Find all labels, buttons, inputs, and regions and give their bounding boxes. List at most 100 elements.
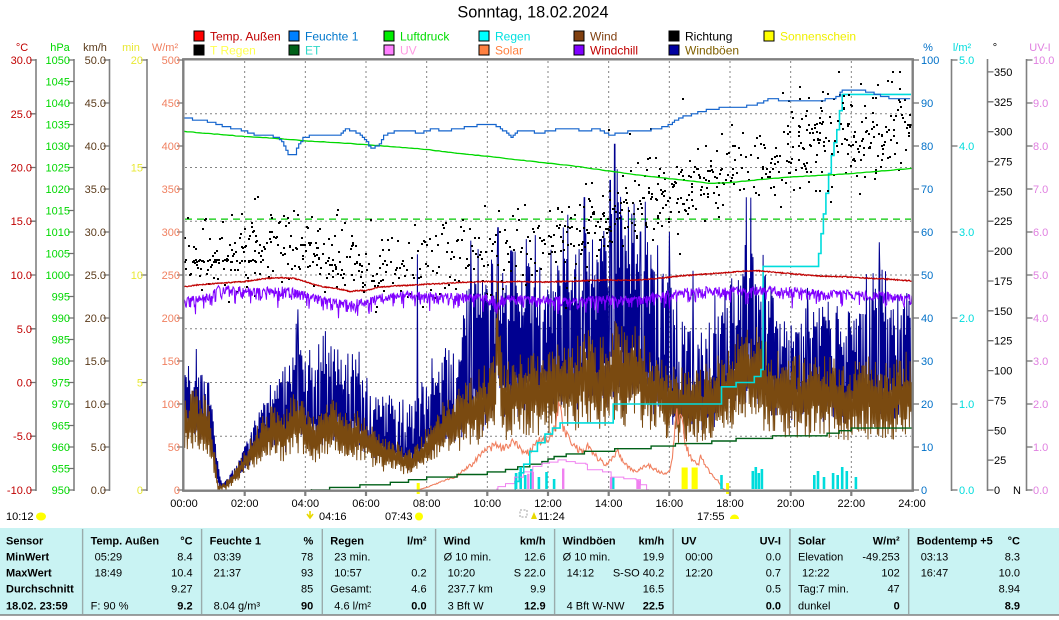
svg-text:20:00: 20:00 [777, 498, 805, 510]
svg-text:Temp. Außen: Temp. Außen [210, 30, 281, 44]
svg-text:W/m²: W/m² [873, 536, 900, 548]
svg-text:Ø 10 min.: Ø 10 min. [563, 552, 611, 564]
svg-text:100: 100 [994, 366, 1012, 378]
svg-text:MinWert: MinWert [6, 552, 50, 564]
svg-text:0.0: 0.0 [91, 485, 106, 497]
svg-text:950: 950 [52, 485, 70, 497]
svg-text:225: 225 [994, 216, 1012, 228]
svg-text:995: 995 [52, 292, 70, 304]
svg-text:990: 990 [52, 313, 70, 325]
svg-text:Sonntag, 18.02.2024: Sonntag, 18.02.2024 [457, 4, 608, 22]
svg-text:Bodentemp +5: Bodentemp +5 [917, 536, 993, 548]
svg-text:21:37: 21:37 [214, 568, 242, 580]
svg-text:2.0: 2.0 [1033, 399, 1048, 411]
svg-text:500: 500 [162, 55, 180, 67]
svg-text:15.0: 15.0 [11, 216, 32, 228]
svg-text:10.0: 10.0 [999, 568, 1020, 580]
svg-text:Richtung: Richtung [685, 30, 732, 44]
svg-text:150: 150 [162, 356, 180, 368]
svg-text:%: % [304, 536, 314, 548]
svg-text:100: 100 [162, 399, 180, 411]
svg-text:Wind: Wind [590, 30, 617, 44]
svg-text:20.0: 20.0 [85, 313, 106, 325]
svg-text:10:00: 10:00 [474, 498, 502, 510]
svg-text:l/m²: l/m² [953, 42, 972, 54]
svg-text:0.5: 0.5 [766, 584, 781, 596]
svg-text:90: 90 [301, 601, 313, 613]
svg-text:Gesamt:: Gesamt: [330, 584, 372, 596]
svg-text:18:49: 18:49 [95, 568, 123, 580]
svg-text:1.0: 1.0 [959, 399, 974, 411]
svg-text:F: 90 %: F: 90 % [91, 601, 129, 613]
svg-text:16:00: 16:00 [656, 498, 684, 510]
svg-text:km/h: km/h [520, 536, 546, 548]
svg-text:4.6: 4.6 [411, 584, 426, 596]
svg-text:350: 350 [994, 67, 1012, 79]
svg-text:16.5: 16.5 [643, 584, 664, 596]
svg-text:100: 100 [921, 55, 939, 67]
svg-text:125: 125 [994, 336, 1012, 348]
svg-text:1025: 1025 [46, 163, 70, 175]
svg-text:°C: °C [1008, 536, 1020, 548]
svg-text:W/m²: W/m² [152, 42, 179, 54]
svg-text:°C: °C [180, 536, 192, 548]
svg-text:5.0: 5.0 [1033, 270, 1048, 282]
svg-text:Windböen: Windböen [685, 44, 739, 58]
svg-text:10.0: 10.0 [85, 399, 106, 411]
svg-text:12:20: 12:20 [685, 568, 713, 580]
svg-text:04:00: 04:00 [292, 498, 320, 510]
svg-text:980: 980 [52, 356, 70, 368]
svg-text:45.0: 45.0 [85, 98, 106, 110]
svg-text:40: 40 [921, 313, 933, 325]
svg-text:km/h: km/h [639, 536, 665, 548]
svg-text:50: 50 [168, 442, 180, 454]
svg-text:UV-I: UV-I [760, 536, 781, 548]
svg-text:06:00: 06:00 [352, 498, 380, 510]
svg-text:10.4: 10.4 [171, 568, 192, 580]
svg-text:50.0: 50.0 [85, 55, 106, 67]
svg-text:50: 50 [994, 425, 1006, 437]
svg-text:04:16: 04:16 [319, 511, 347, 523]
svg-text:Windböen: Windböen [563, 536, 616, 548]
svg-text:min: min [122, 42, 140, 54]
svg-text:-5.0: -5.0 [13, 431, 32, 443]
svg-text:4.0: 4.0 [959, 141, 974, 153]
svg-text:15: 15 [131, 163, 143, 175]
svg-text:9.2: 9.2 [177, 601, 192, 613]
svg-text:60: 60 [921, 227, 933, 239]
svg-text:450: 450 [162, 98, 180, 110]
svg-text:N: N [1013, 485, 1021, 497]
svg-text:5.0: 5.0 [17, 324, 32, 336]
svg-text:0: 0 [994, 485, 1000, 497]
svg-text:1015: 1015 [46, 206, 70, 218]
svg-text:15.0: 15.0 [85, 356, 106, 368]
svg-text:03:39: 03:39 [214, 552, 242, 564]
svg-text:3.0: 3.0 [1033, 356, 1048, 368]
svg-text:Regen: Regen [495, 30, 530, 44]
svg-text:10: 10 [131, 270, 143, 282]
svg-text:30.0: 30.0 [85, 227, 106, 239]
svg-text:Elevation: Elevation [798, 552, 843, 564]
svg-text:Feuchte 1: Feuchte 1 [210, 536, 261, 548]
svg-text:80: 80 [921, 141, 933, 153]
svg-text:Regen: Regen [330, 536, 364, 548]
svg-text:Durchschnitt: Durchschnitt [6, 584, 74, 596]
svg-text:Solar: Solar [495, 44, 523, 58]
svg-text:90: 90 [921, 98, 933, 110]
svg-text:4.0: 4.0 [1033, 313, 1048, 325]
svg-text:0: 0 [921, 485, 927, 497]
svg-text:970: 970 [52, 399, 70, 411]
svg-text:200: 200 [162, 313, 180, 325]
svg-text:23 min.: 23 min. [334, 552, 370, 564]
svg-text:47: 47 [887, 584, 899, 596]
svg-text:17:55: 17:55 [697, 511, 725, 523]
svg-text:8.94: 8.94 [999, 584, 1020, 596]
svg-text:0.0: 0.0 [766, 552, 781, 564]
svg-text:12:00: 12:00 [534, 498, 562, 510]
svg-text:0.0: 0.0 [959, 485, 974, 497]
svg-text:05:29: 05:29 [95, 552, 123, 564]
svg-text:78: 78 [301, 552, 313, 564]
svg-text:MaxWert: MaxWert [6, 568, 52, 580]
svg-text:9.9: 9.9 [530, 584, 545, 596]
svg-text:30.0: 30.0 [11, 55, 32, 67]
